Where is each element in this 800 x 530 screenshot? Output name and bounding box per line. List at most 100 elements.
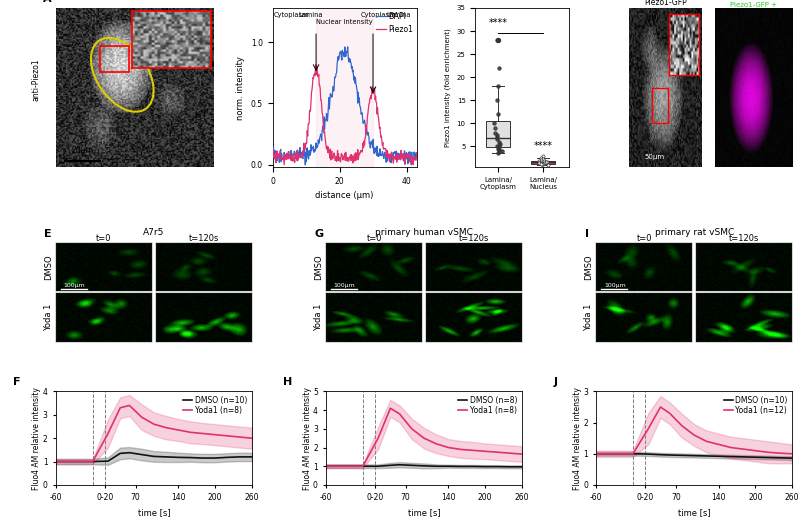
DAPI [357, 110, 366, 116]
Point [490, 142, 503, 151]
Text: E: E [45, 228, 52, 239]
Y-axis label: Yoda 1: Yoda 1 [585, 304, 594, 331]
Yoda1 (n=8) [51, 458, 61, 465]
DMSO (n=10) [88, 458, 98, 465]
Point [491, 36, 504, 45]
Text: I: I [585, 228, 589, 239]
Yoda1 (n=12) [677, 422, 686, 429]
Yoda1 (n=8) [322, 463, 331, 470]
DMSO (n=8) [419, 463, 429, 469]
DMSO (n=10) [174, 454, 183, 461]
Line: DMSO (n=8): DMSO (n=8) [326, 465, 522, 467]
DMSO (n=10) [234, 454, 244, 460]
Line: Yoda1 (n=8): Yoda1 (n=8) [326, 408, 522, 466]
Y-axis label: Piezo1 intensity (fold enrichment): Piezo1 intensity (fold enrichment) [445, 28, 451, 147]
Title: t=120s: t=120s [458, 234, 489, 243]
Yoda1 (n=8) [88, 458, 98, 465]
Piezo1 [268, 146, 278, 153]
Piezo1 [279, 162, 289, 168]
DMSO (n=10) [76, 458, 86, 465]
Text: ****: **** [534, 141, 553, 151]
Yoda1 (n=8) [198, 430, 208, 437]
Y-axis label: DMSO: DMSO [585, 254, 594, 280]
Yoda1 (n=12) [775, 450, 785, 456]
Text: primary human vSMC: primary human vSMC [375, 228, 473, 237]
Point [534, 157, 547, 166]
DMSO (n=10) [750, 454, 760, 461]
Y-axis label: norm. intensity: norm. intensity [236, 56, 245, 119]
Point [493, 140, 506, 148]
PathPatch shape [531, 161, 555, 164]
Yoda1 (n=8) [346, 463, 355, 470]
DAPI [268, 152, 278, 158]
Bar [316, 8, 373, 167]
Point [542, 161, 554, 169]
Point [493, 142, 506, 151]
DMSO (n=10) [787, 455, 797, 461]
Piezo1 [311, 61, 321, 67]
Point [534, 158, 546, 167]
Yoda1 (n=8) [517, 451, 526, 457]
Y-axis label: Fluo4 AM relative intensity: Fluo4 AM relative intensity [573, 387, 582, 490]
DMSO (n=10) [210, 455, 220, 461]
Point [491, 145, 504, 153]
Point [534, 159, 546, 167]
Point [492, 138, 505, 146]
DMSO (n=10) [643, 451, 653, 457]
Title: t=0: t=0 [96, 234, 112, 243]
X-axis label: distance (μm): distance (μm) [315, 191, 374, 200]
DMSO (n=10) [63, 458, 73, 465]
DMSO (n=10) [149, 453, 158, 460]
Yoda1 (n=12) [787, 450, 797, 457]
DMSO (n=10) [591, 450, 601, 457]
DMSO (n=8) [517, 464, 526, 470]
DMSO (n=10) [162, 454, 171, 460]
Point [533, 159, 546, 167]
DMSO (n=8) [358, 463, 368, 470]
Text: A: A [43, 0, 52, 4]
Yoda1 (n=8) [407, 426, 417, 432]
Point [493, 147, 506, 155]
DMSO (n=10) [762, 454, 772, 461]
Point [489, 123, 502, 132]
Yoda1 (n=8) [222, 432, 232, 439]
Point [537, 155, 550, 164]
Yoda1 (n=12) [656, 404, 666, 410]
Line: DMSO (n=10): DMSO (n=10) [56, 453, 252, 462]
Text: 100μm: 100μm [64, 282, 86, 288]
DMSO (n=8) [346, 463, 355, 470]
Point [492, 64, 505, 72]
DMSO (n=10) [186, 454, 195, 461]
DMSO (n=8) [505, 464, 514, 470]
Point [533, 157, 546, 165]
DMSO (n=10) [616, 450, 626, 457]
Point [490, 133, 503, 142]
Title: t=120s: t=120s [729, 234, 759, 243]
DAPI [412, 155, 422, 161]
Point [538, 159, 550, 167]
Yoda1 (n=8) [334, 463, 343, 470]
DMSO (n=8) [444, 463, 454, 470]
DMSO (n=10) [198, 455, 208, 461]
Point [487, 119, 500, 128]
Yoda1 (n=12) [702, 438, 711, 445]
DAPI [343, 43, 353, 50]
Yoda1 (n=8) [358, 463, 368, 470]
Point [535, 160, 548, 169]
Point [536, 160, 549, 169]
Yoda1 (n=8) [210, 431, 220, 438]
DMSO (n=8) [386, 462, 395, 469]
Text: anti-Piezo1: anti-Piezo1 [31, 58, 41, 101]
Yoda1 (n=8) [431, 440, 441, 447]
Point [492, 110, 505, 118]
DMSO (n=8) [468, 463, 478, 470]
Text: A7r5: A7r5 [143, 228, 165, 237]
Yoda1 (n=8) [247, 435, 257, 441]
Text: 100μm: 100μm [334, 282, 355, 288]
Yoda1 (n=8) [115, 404, 125, 411]
Point [493, 145, 506, 153]
DMSO (n=8) [374, 463, 383, 470]
Point [537, 160, 550, 168]
Yoda1 (n=12) [726, 444, 736, 450]
Yoda1 (n=8) [444, 444, 454, 450]
